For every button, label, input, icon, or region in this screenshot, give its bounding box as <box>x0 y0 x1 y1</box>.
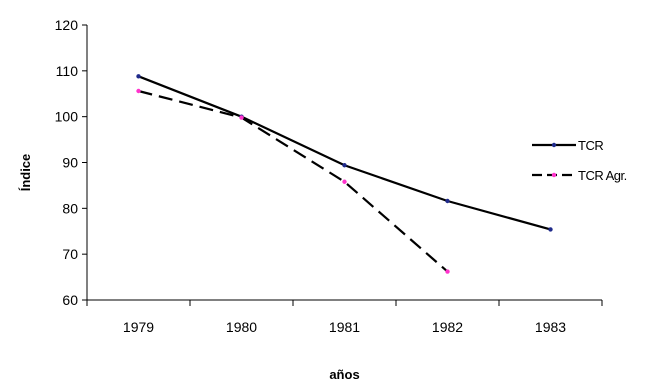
y-tick-label: 110 <box>56 63 79 79</box>
y-tick-label: 70 <box>62 246 78 262</box>
y-axis-title: Índice <box>18 154 33 192</box>
x-tick-label: 1979 <box>123 319 154 335</box>
data-point <box>342 163 347 168</box>
y-tick-label: 120 <box>55 17 79 33</box>
series-line-1 <box>138 89 449 273</box>
data-point <box>342 179 347 184</box>
legend-label-0: TCR <box>578 138 603 153</box>
x-tick-label: 1982 <box>432 319 463 335</box>
legend: TCR TCR Agr. <box>532 138 627 183</box>
x-tick-label: 1983 <box>535 319 566 335</box>
data-point <box>548 227 553 232</box>
x-axis-title: años <box>329 367 359 382</box>
y-axis: 60 70 80 90 100 110 120 <box>55 17 88 308</box>
x-tick-label: 1980 <box>226 319 257 335</box>
legend-marker-1 <box>551 172 557 178</box>
y-tick-label: 90 <box>62 155 78 171</box>
legend-marker-0 <box>551 142 557 148</box>
y-tick-label: 100 <box>55 109 79 125</box>
series-layer <box>136 74 553 274</box>
y-tick-label: 80 <box>62 200 78 216</box>
x-axis: 1979 1980 1981 1982 1983 <box>86 299 603 335</box>
data-point <box>445 198 450 204</box>
x-tick-label: 1981 <box>329 319 360 335</box>
legend-label-1: TCR Agr. <box>578 168 627 183</box>
y-tick-label: 60 <box>62 292 78 308</box>
series-line-0 <box>138 75 551 231</box>
data-point <box>136 88 141 94</box>
data-point <box>136 74 141 79</box>
data-point <box>239 115 244 120</box>
data-point <box>445 269 450 274</box>
